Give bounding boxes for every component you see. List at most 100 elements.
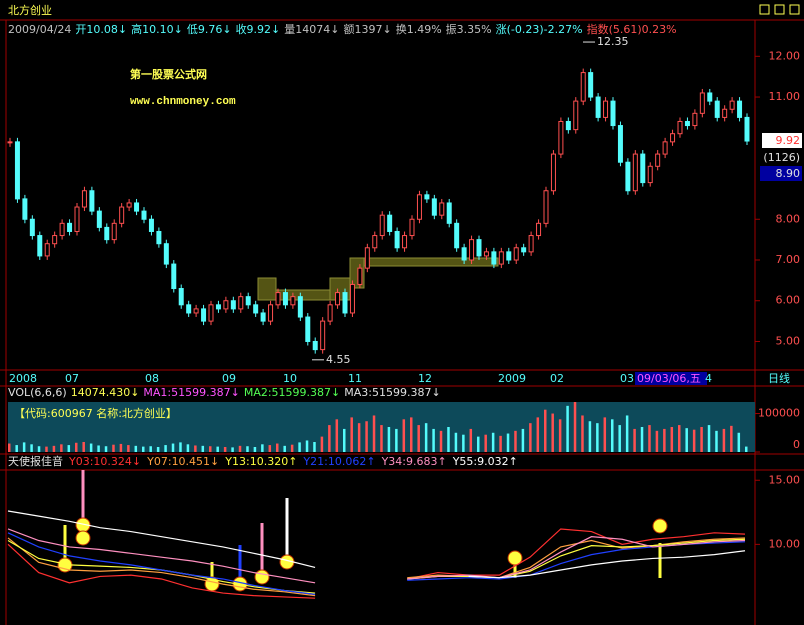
volume-bar: [380, 425, 383, 452]
legend-item: Y55:9.032↑: [452, 455, 518, 468]
legend-item: Y13:10.320↑: [224, 455, 297, 468]
volume-bar: [149, 446, 152, 452]
candle: [498, 251, 504, 265]
candle: [59, 222, 65, 237]
annotation: 4.55: [326, 353, 351, 366]
volume-bar: [730, 425, 733, 452]
legend-item: Y03:10.324↓: [68, 455, 141, 468]
volume-bar: [350, 417, 353, 452]
volume-bar: [328, 425, 331, 452]
candle: [372, 235, 378, 249]
volume-bar: [179, 442, 182, 452]
volume-bar: [97, 445, 100, 452]
date-highlight: [635, 372, 707, 385]
y-tick-label: 100000: [758, 407, 800, 420]
quote-item: 低9.76↓: [187, 23, 232, 36]
candle: [640, 153, 646, 184]
highlight-region: [257, 257, 499, 301]
volume-bar: [402, 419, 406, 452]
candle: [603, 100, 609, 118]
candle: [245, 296, 251, 306]
candle: [394, 230, 400, 249]
volume-bar: [395, 428, 398, 452]
candle: [171, 263, 177, 290]
volume-bar: [276, 443, 279, 452]
volume-bar: [52, 445, 56, 452]
candle: [126, 202, 132, 208]
candle: [461, 247, 467, 261]
price-box: [762, 133, 802, 148]
candle: [677, 120, 683, 135]
candle: [290, 296, 296, 306]
volume-bar: [447, 427, 450, 452]
volume-bar: [372, 415, 376, 452]
volume-bar: [45, 446, 48, 452]
candle: [580, 72, 586, 102]
volume-bar: [261, 444, 264, 452]
cursor-price: 8.90: [776, 167, 801, 180]
icon[interactable]: [759, 4, 770, 15]
candle: [565, 120, 571, 131]
quote-item: 额1397↓: [344, 23, 392, 36]
quote-item: 换1.49%: [396, 22, 442, 36]
quote-item: 开10.08↓: [75, 23, 127, 36]
candle: [625, 161, 631, 192]
candle: [22, 198, 28, 220]
volume-bar: [603, 417, 607, 452]
volume-bar: [104, 446, 108, 452]
volume-bar: [417, 425, 420, 452]
volume-bar: [544, 409, 547, 452]
volume-bar: [156, 447, 160, 452]
candle: [416, 194, 422, 220]
x-tick-label: 4: [705, 372, 712, 385]
legend-item: Y07:10.451↓: [146, 455, 219, 468]
icon[interactable]: [774, 4, 785, 15]
candle: [335, 292, 341, 306]
candle: [670, 133, 676, 143]
volume-bar: [335, 419, 339, 452]
y-tick-label: 12.00: [769, 49, 801, 62]
y-tick-label: 0: [793, 438, 800, 451]
candle: [491, 251, 497, 265]
candle: [550, 153, 556, 192]
y-tick-label: 8.00: [776, 212, 801, 225]
annotation: 12.35: [597, 35, 629, 48]
volume-bar: [238, 445, 242, 452]
x-tick-label: 08: [145, 372, 159, 385]
candle: [37, 235, 43, 257]
volume-bar: [82, 442, 85, 452]
candle: [342, 292, 348, 314]
volume-bar: [201, 445, 205, 452]
volume-bar: [521, 428, 525, 452]
title: VOL(6,6,6): [8, 386, 67, 399]
candle: [483, 251, 489, 257]
y-tick-label: 5.00: [776, 334, 801, 347]
volume-bar: [164, 445, 167, 452]
y-tick-label: 15.00: [769, 473, 801, 486]
volume-bar: [8, 443, 11, 452]
quote-item: 2009/04/24: [8, 23, 71, 36]
candle: [699, 92, 705, 114]
legend-item: MA1:51599.387↓: [143, 386, 239, 399]
candle: [424, 194, 430, 200]
candle: [156, 230, 162, 245]
candle: [655, 153, 661, 167]
candle: [193, 308, 199, 314]
candle: [253, 304, 259, 314]
x-tick-label: 2008: [9, 372, 37, 385]
volume-bar: [410, 417, 413, 452]
candle: [7, 141, 13, 144]
candle: [476, 239, 482, 257]
volume-bar: [462, 434, 465, 452]
candle: [446, 202, 452, 224]
quote-item: 指数(5.61)0.23%: [587, 22, 677, 36]
candle: [506, 251, 512, 261]
y-tick-label: 7.00: [776, 253, 801, 266]
candle: [387, 214, 393, 232]
icon[interactable]: [789, 4, 800, 15]
candle: [528, 235, 534, 253]
volume-bar: [499, 435, 502, 452]
candle: [536, 222, 542, 237]
legend-item: Y21:10.062↑: [302, 455, 375, 468]
volume-bar: [566, 405, 569, 452]
